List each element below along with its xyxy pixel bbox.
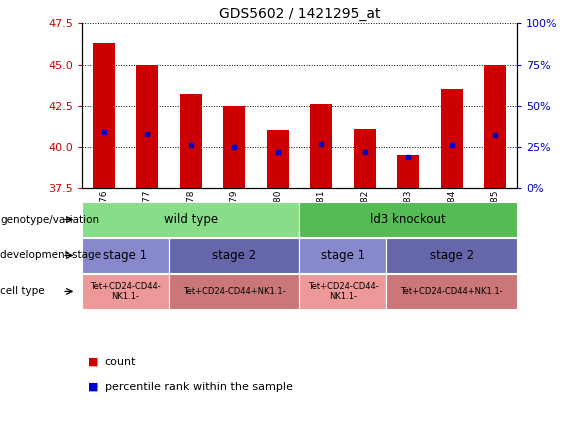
- Bar: [267, 131, 289, 188]
- Text: ■: ■: [88, 357, 98, 367]
- Text: count: count: [105, 357, 136, 367]
- Text: Tet+CD24-CD44+NK1.1-: Tet+CD24-CD44+NK1.1-: [401, 287, 503, 296]
- Bar: [180, 94, 202, 188]
- Text: Tet+CD24-CD44-
NK1.1-: Tet+CD24-CD44- NK1.1-: [90, 282, 161, 301]
- Text: Tet+CD24-CD44+NK1.1-: Tet+CD24-CD44+NK1.1-: [183, 287, 285, 296]
- Bar: [223, 106, 245, 188]
- Bar: [397, 155, 419, 188]
- Text: percentile rank within the sample: percentile rank within the sample: [105, 382, 293, 392]
- Text: stage 1: stage 1: [103, 249, 147, 262]
- Text: stage 2: stage 2: [429, 249, 474, 262]
- Text: wild type: wild type: [164, 213, 218, 226]
- Title: GDS5602 / 1421295_at: GDS5602 / 1421295_at: [219, 7, 380, 21]
- Text: cell type: cell type: [0, 286, 45, 297]
- Bar: [310, 104, 332, 188]
- Text: Tet+CD24-CD44-
NK1.1-: Tet+CD24-CD44- NK1.1-: [307, 282, 379, 301]
- Text: ■: ■: [88, 382, 98, 392]
- Text: ld3 knockout: ld3 knockout: [370, 213, 446, 226]
- Bar: [354, 129, 376, 188]
- Text: stage 1: stage 1: [321, 249, 365, 262]
- Bar: [93, 43, 115, 188]
- Text: development stage: development stage: [0, 250, 101, 261]
- Bar: [441, 89, 463, 188]
- Text: stage 2: stage 2: [212, 249, 257, 262]
- Bar: [136, 65, 158, 188]
- Text: genotype/variation: genotype/variation: [0, 214, 99, 225]
- Bar: [484, 65, 506, 188]
